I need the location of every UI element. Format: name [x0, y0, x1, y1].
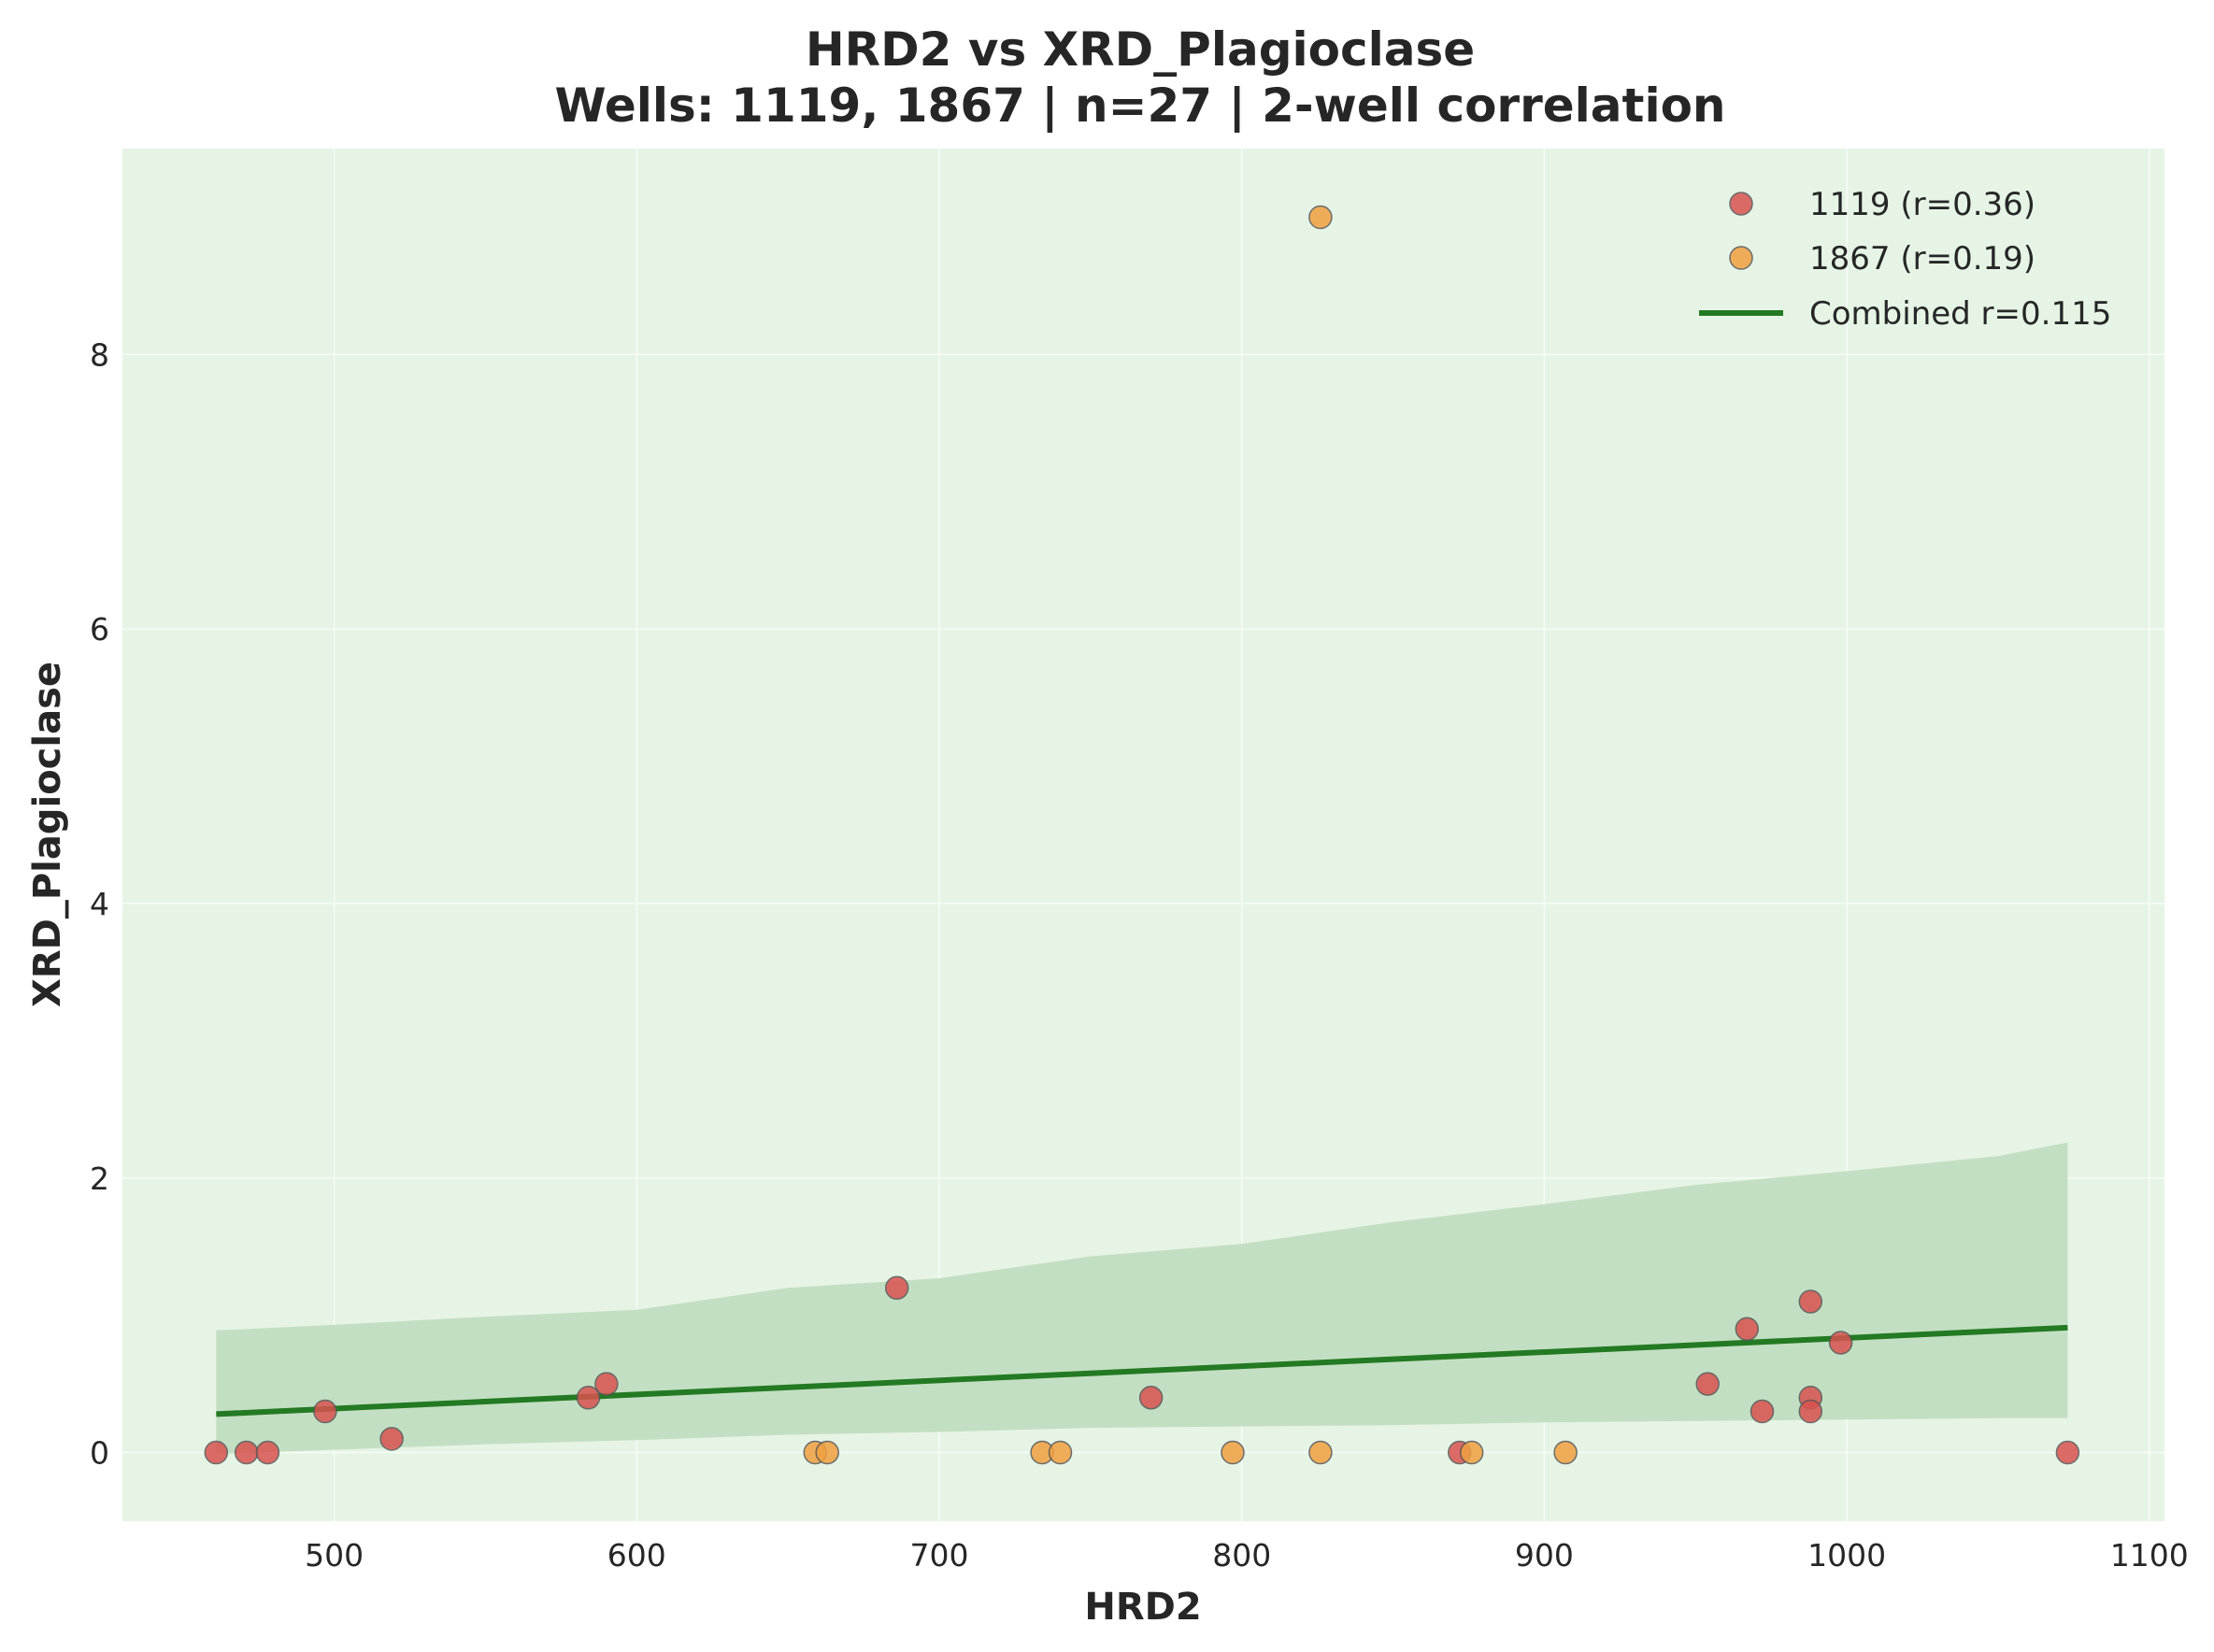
data-point [1750, 1399, 1775, 1424]
data-point [1798, 1289, 1823, 1314]
x-tick-label: 700 [910, 1537, 969, 1574]
x-tick-label: 1100 [2110, 1537, 2189, 1574]
x-tick-label: 600 [607, 1537, 666, 1574]
data-point [204, 1440, 229, 1465]
fit-line [216, 1324, 2068, 1417]
data-point [1798, 1399, 1823, 1424]
x-tick-label: 1000 [1807, 1537, 1886, 1574]
series-1867 [803, 205, 1578, 1465]
x-ticks: 500 600 700 800 900 1000 1100 [305, 1537, 2189, 1574]
x-axis-label: HRD2 [1084, 1586, 1201, 1629]
legend-marker-1119 [1729, 192, 1753, 216]
data-point [1459, 1440, 1484, 1465]
legend-label-1867: 1867 (r=0.19) [1809, 240, 2035, 278]
data-point [1138, 1386, 1164, 1410]
legend: 1119 (r=0.36) 1867 (r=0.19) Combined r=0… [1699, 186, 2111, 333]
data-point [815, 1440, 839, 1465]
data-point [1735, 1317, 1760, 1342]
y-axis-label: XRD_Plagioclase [26, 662, 69, 1007]
grid-lines [122, 149, 2164, 1521]
chart-subtitle: Wells: 1119, 1867 | n=27 | 2-well correl… [554, 78, 1725, 133]
data-point [1308, 1440, 1333, 1465]
y-tick-label: 4 [90, 886, 109, 922]
series-1119 [204, 1275, 2080, 1465]
y-tick-label: 2 [90, 1161, 109, 1197]
legend-label-fit: Combined r=0.115 [1809, 295, 2111, 333]
y-tick-label: 0 [90, 1435, 109, 1472]
data-point [2055, 1440, 2080, 1465]
data-point [1048, 1440, 1073, 1465]
chart-title: HRD2 vs XRD_Plagioclase [806, 22, 1475, 77]
data-point [1828, 1331, 1853, 1355]
data-point [884, 1275, 909, 1301]
data-point [1221, 1440, 1245, 1465]
data-point [1308, 205, 1333, 230]
data-point [1553, 1440, 1578, 1465]
data-point [1695, 1372, 1720, 1396]
data-point [594, 1372, 619, 1396]
x-tick-label: 800 [1212, 1537, 1271, 1574]
data-point [576, 1386, 601, 1410]
y-tick-label: 6 [90, 611, 109, 648]
data-point [313, 1399, 337, 1424]
legend-label-1119: 1119 (r=0.36) [1809, 186, 2035, 223]
legend-marker-1867 [1729, 246, 1753, 270]
data-point [255, 1440, 280, 1465]
y-tick-label: 8 [90, 336, 109, 373]
data-point [379, 1427, 404, 1451]
confidence-band [216, 1142, 2068, 1454]
y-ticks: 0 2 4 6 8 [90, 336, 109, 1471]
data-point [234, 1440, 259, 1465]
x-tick-label: 500 [305, 1537, 364, 1574]
x-tick-label: 900 [1515, 1537, 1574, 1574]
